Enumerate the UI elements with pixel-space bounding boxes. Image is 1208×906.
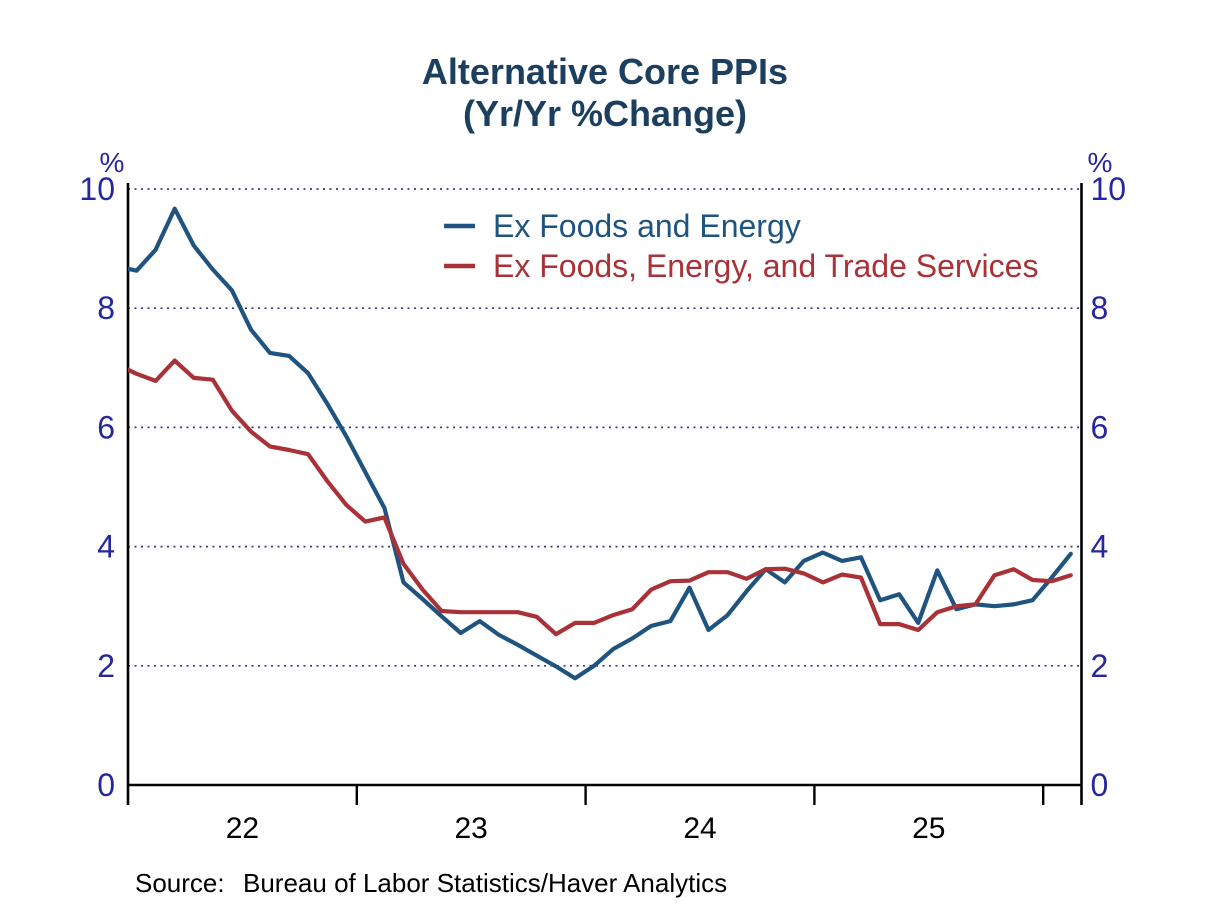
gridlines bbox=[128, 188, 1082, 667]
chart-title-line1: Alternative Core PPIs bbox=[422, 51, 788, 92]
y-tick-label-right-8: 8 bbox=[1091, 290, 1109, 326]
source-text: Bureau of Labor Statistics/Haver Analyti… bbox=[243, 868, 727, 898]
y-axis-unit-left: % bbox=[100, 147, 125, 178]
y-tick-label-left-10: 10 bbox=[79, 171, 115, 207]
source-label: Source: bbox=[135, 868, 225, 898]
y-tick-label-left-0: 0 bbox=[97, 767, 115, 803]
y-tick-label-left-8: 8 bbox=[97, 290, 115, 326]
y-tick-label-left-6: 6 bbox=[97, 409, 115, 445]
series-line-ex-foods-energy-trade bbox=[128, 358, 1073, 637]
x-tick-label-23: 23 bbox=[455, 812, 488, 845]
legend-label-ex-foods-energy: Ex Foods and Energy bbox=[493, 208, 801, 244]
legend-label-ex-foods-energy-trade: Ex Foods, Energy, and Trade Services bbox=[493, 248, 1038, 284]
y-tick-label-right-2: 2 bbox=[1091, 648, 1109, 684]
x-tick-label-25: 25 bbox=[912, 812, 945, 845]
y-tick-label-right-6: 6 bbox=[1091, 409, 1109, 445]
y-tick-label-left-4: 4 bbox=[97, 529, 115, 565]
data-series bbox=[128, 206, 1073, 681]
y-tick-label-right-4: 4 bbox=[1091, 529, 1109, 565]
legend: Ex Foods and Energy Ex Foods, Energy, an… bbox=[444, 208, 1038, 284]
axes bbox=[126, 183, 1083, 805]
y-tick-label-right-10: 10 bbox=[1091, 171, 1127, 207]
x-tick-label-24: 24 bbox=[683, 812, 716, 845]
y-axis-unit-right: % bbox=[1088, 147, 1113, 178]
chart-title-line2: (Yr/Yr %Change) bbox=[463, 93, 747, 134]
series-line-ex-foods-energy bbox=[128, 206, 1073, 681]
y-tick-label-left-2: 2 bbox=[97, 648, 115, 684]
y-tick-label-right-0: 0 bbox=[1091, 767, 1109, 803]
x-tick-label-22: 22 bbox=[226, 812, 259, 845]
